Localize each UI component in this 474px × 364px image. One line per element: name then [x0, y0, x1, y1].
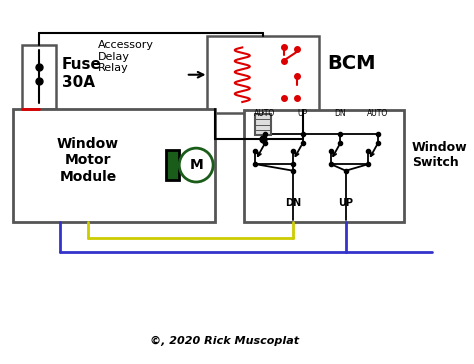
Bar: [22, 45, 56, 108]
Text: Fuse
30A: Fuse 30A: [62, 57, 101, 90]
Circle shape: [179, 148, 213, 182]
Bar: [13, 108, 215, 222]
Text: Window
Switch: Window Switch: [412, 141, 467, 169]
Text: UP: UP: [298, 109, 308, 118]
Text: DN: DN: [285, 198, 301, 208]
Text: Accessory
Delay
Relay: Accessory Delay Relay: [98, 40, 155, 73]
Bar: [166, 150, 179, 180]
Text: Window
Motor
Module: Window Motor Module: [57, 137, 119, 183]
Text: ©, 2020 Rick Muscoplat: ©, 2020 Rick Muscoplat: [150, 336, 299, 346]
Bar: [207, 36, 319, 113]
Text: AUTO: AUTO: [367, 109, 388, 118]
Text: UP: UP: [338, 198, 353, 208]
Text: AUTO: AUTO: [254, 109, 275, 118]
Text: DN: DN: [334, 109, 346, 118]
Bar: [244, 111, 404, 222]
Text: BCM: BCM: [327, 54, 375, 73]
Text: M: M: [189, 158, 203, 172]
Bar: [255, 114, 272, 135]
